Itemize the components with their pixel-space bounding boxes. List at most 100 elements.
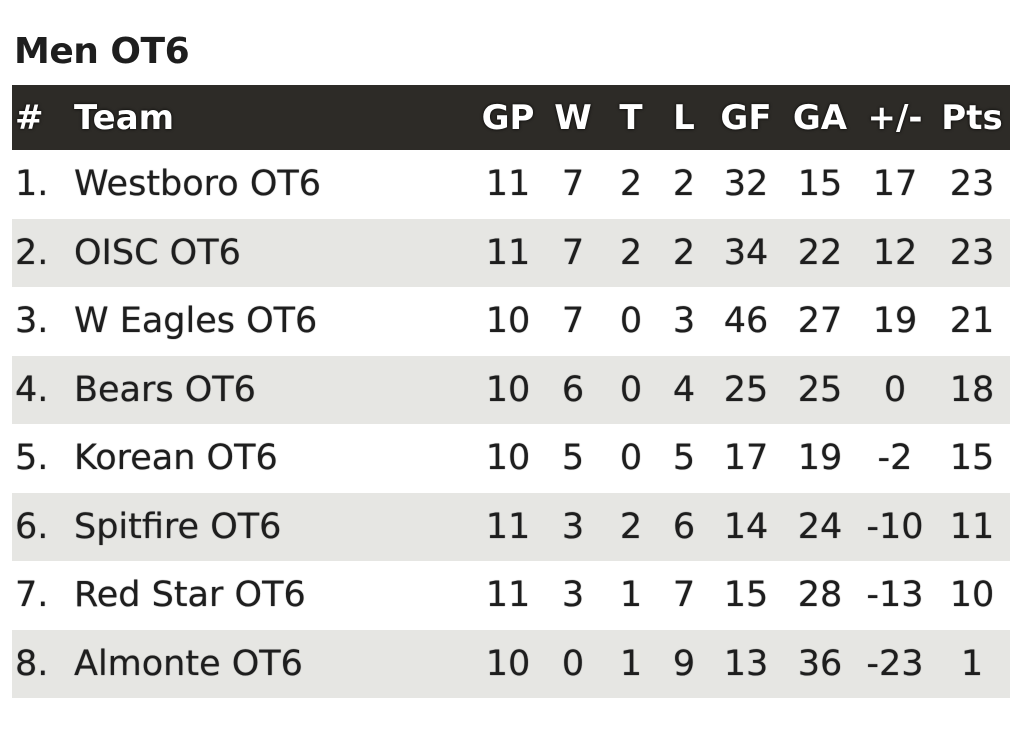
cell-w: 3 xyxy=(561,506,585,547)
table-row: 7. Red Star OT6 11 3 1 7 15 28 -13 10 xyxy=(12,561,1010,630)
cell-plus-minus: 0 xyxy=(883,369,907,410)
cell-l: 6 xyxy=(672,506,696,547)
cell-ga: 19 xyxy=(797,438,843,479)
column-header-team: Team xyxy=(74,97,175,138)
cell-rank: 6. xyxy=(15,506,49,547)
cell-rank: 7. xyxy=(15,575,49,616)
cell-w: 7 xyxy=(561,232,585,273)
cell-rank: 1. xyxy=(15,164,49,205)
table-row: 3. W Eagles OT6 10 7 0 3 46 27 19 21 xyxy=(12,287,1010,356)
cell-l: 2 xyxy=(672,164,696,205)
column-header-ga: GA xyxy=(792,97,848,138)
cell-team: Westboro OT6 xyxy=(74,164,322,205)
column-header-l: L xyxy=(673,97,695,138)
cell-t: 2 xyxy=(619,506,643,547)
cell-w: 0 xyxy=(561,643,585,684)
cell-gp: 10 xyxy=(485,301,531,342)
cell-gp: 10 xyxy=(485,643,531,684)
cell-gf: 17 xyxy=(723,438,769,479)
cell-l: 3 xyxy=(672,301,696,342)
cell-l: 7 xyxy=(672,575,696,616)
cell-t: 0 xyxy=(619,301,643,342)
cell-rank: 3. xyxy=(15,301,49,342)
standings-body: 1. Westboro OT6 11 7 2 2 32 15 17 23 2. OISC OT6 11 7… xyxy=(12,150,1010,698)
cell-t: 0 xyxy=(619,369,643,410)
cell-team: Red Star OT6 xyxy=(74,575,306,616)
cell-w: 6 xyxy=(561,369,585,410)
cell-gf: 32 xyxy=(723,164,769,205)
cell-pts: 23 xyxy=(949,164,995,205)
cell-rank: 4. xyxy=(15,369,49,410)
cell-pts: 11 xyxy=(949,506,995,547)
cell-plus-minus: -10 xyxy=(866,506,924,547)
column-header-gp: GP xyxy=(481,97,535,138)
standings-header-row: # Team GP W T L GF GA +/- Pts xyxy=(12,85,1010,150)
cell-gp: 11 xyxy=(485,232,531,273)
cell-l: 2 xyxy=(672,232,696,273)
cell-ga: 24 xyxy=(797,506,843,547)
cell-t: 2 xyxy=(619,164,643,205)
cell-team: OISC OT6 xyxy=(74,232,241,273)
cell-w: 5 xyxy=(561,438,585,479)
cell-gf: 25 xyxy=(723,369,769,410)
cell-gp: 10 xyxy=(485,438,531,479)
table-row: 8. Almonte OT6 10 0 1 9 13 36 -23 1 xyxy=(12,629,1010,698)
cell-ga: 28 xyxy=(797,575,843,616)
cell-t: 2 xyxy=(619,232,643,273)
cell-ga: 36 xyxy=(797,643,843,684)
table-row: 6. Spitfire OT6 11 3 2 6 14 24 -10 11 xyxy=(12,492,1010,561)
cell-w: 3 xyxy=(561,575,585,616)
cell-ga: 15 xyxy=(797,164,843,205)
table-row: 4. Bears OT6 10 6 0 4 25 25 0 18 xyxy=(12,355,1010,424)
cell-gf: 13 xyxy=(723,643,769,684)
cell-team: W Eagles OT6 xyxy=(74,301,318,342)
cell-w: 7 xyxy=(561,301,585,342)
cell-t: 1 xyxy=(619,643,643,684)
cell-ga: 27 xyxy=(797,301,843,342)
cell-gp: 10 xyxy=(485,369,531,410)
cell-pts: 1 xyxy=(960,643,984,684)
cell-w: 7 xyxy=(561,164,585,205)
cell-team: Bears OT6 xyxy=(74,369,256,410)
cell-l: 9 xyxy=(672,643,696,684)
cell-team: Almonte OT6 xyxy=(74,643,303,684)
cell-gf: 15 xyxy=(723,575,769,616)
cell-gf: 14 xyxy=(723,506,769,547)
cell-l: 5 xyxy=(672,438,696,479)
cell-t: 1 xyxy=(619,575,643,616)
table-row: 5. Korean OT6 10 5 0 5 17 19 -2 15 xyxy=(12,424,1010,493)
column-header-pts: Pts xyxy=(941,97,1003,138)
standings-table: # Team GP W T L GF GA +/- Pts 1. Westboro… xyxy=(12,85,1010,698)
table-row: 1. Westboro OT6 11 7 2 2 32 15 17 23 xyxy=(12,150,1010,219)
cell-team: Spitfire OT6 xyxy=(74,506,282,547)
column-header-gf: GF xyxy=(720,97,772,138)
cell-plus-minus: -2 xyxy=(877,438,913,479)
cell-pts: 15 xyxy=(949,438,995,479)
cell-plus-minus: 19 xyxy=(872,301,918,342)
cell-pts: 18 xyxy=(949,369,995,410)
cell-pts: 23 xyxy=(949,232,995,273)
cell-gf: 34 xyxy=(723,232,769,273)
column-header-w: W xyxy=(554,97,592,138)
cell-rank: 8. xyxy=(15,643,49,684)
table-row: 2. OISC OT6 11 7 2 2 34 22 12 23 xyxy=(12,218,1010,287)
cell-pts: 21 xyxy=(949,301,995,342)
column-header-t: T xyxy=(619,97,643,138)
cell-pts: 10 xyxy=(949,575,995,616)
cell-plus-minus: 12 xyxy=(872,232,918,273)
cell-rank: 5. xyxy=(15,438,49,479)
cell-plus-minus: -23 xyxy=(866,643,924,684)
cell-l: 4 xyxy=(672,369,696,410)
cell-gp: 11 xyxy=(485,164,531,205)
column-header-rank: # xyxy=(15,97,44,138)
standings-title: Men OT6 xyxy=(14,31,190,72)
cell-gp: 11 xyxy=(485,506,531,547)
cell-plus-minus: 17 xyxy=(872,164,918,205)
cell-rank: 2. xyxy=(15,232,49,273)
cell-t: 0 xyxy=(619,438,643,479)
cell-plus-minus: -13 xyxy=(866,575,924,616)
column-header-plus-minus: +/- xyxy=(867,97,923,138)
cell-team: Korean OT6 xyxy=(74,438,278,479)
cell-ga: 22 xyxy=(797,232,843,273)
cell-gp: 11 xyxy=(485,575,531,616)
